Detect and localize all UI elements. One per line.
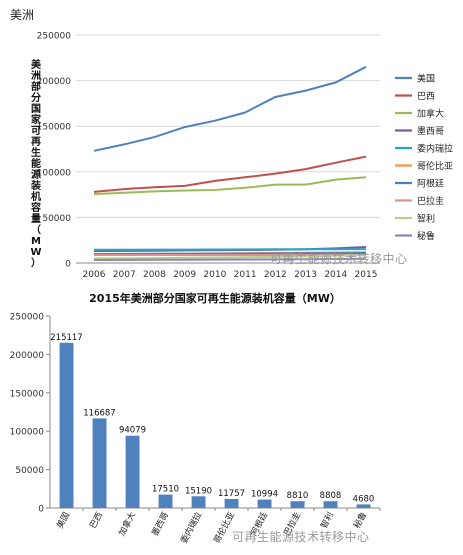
x-tick-label: 2010 <box>203 270 226 280</box>
series-line <box>93 257 367 261</box>
watermark-top: 可再生能源技术转移中心 <box>270 252 408 266</box>
y-tick-label: 200000 <box>37 77 72 87</box>
bar <box>290 501 305 508</box>
legend-label: 哥伦比亚 <box>417 160 453 172</box>
x-tick-label: 2014 <box>324 270 347 280</box>
x-tick-label: 2007 <box>113 270 136 280</box>
series-line <box>93 176 367 196</box>
series-line <box>93 254 367 260</box>
y-tick-label: 0 <box>38 505 44 515</box>
x-tick-label: 2011 <box>234 270 257 280</box>
category-label: 加拿大 <box>116 510 138 538</box>
data-label: 17510 <box>152 485 179 495</box>
bar <box>224 499 239 508</box>
y-tick-label: 250000 <box>37 32 72 42</box>
y-tick-label: 50000 <box>15 466 44 476</box>
legend-label: 巴拉圭 <box>417 195 444 207</box>
bar <box>356 504 371 508</box>
data-label: 15190 <box>185 486 212 496</box>
legend-label: 美国 <box>417 73 435 85</box>
data-label: 116687 <box>83 408 115 418</box>
legend-label: 秘鲁 <box>417 230 435 242</box>
series-line <box>93 155 367 193</box>
y-tick-label: 50000 <box>42 214 71 224</box>
series-line <box>93 252 367 256</box>
data-label: 215117 <box>50 333 82 343</box>
x-tick-label: 2013 <box>294 270 317 280</box>
legend-label: 阿根廷 <box>417 178 444 190</box>
y-tick-label: 200000 <box>10 351 45 361</box>
bar <box>191 496 206 508</box>
data-label: 10994 <box>251 490 278 500</box>
category-label: 美国 <box>54 510 72 530</box>
bar <box>59 342 74 508</box>
region-title: 美洲 <box>10 8 35 22</box>
category-label: 墨西哥 <box>150 510 171 538</box>
y-tick-label: 100000 <box>10 428 45 438</box>
bar-chart: 2015年美洲部分国家可再生能源装机容量（MW） 0 50000 100000 1500… <box>10 291 381 546</box>
y-tick-label: 100000 <box>37 168 72 178</box>
y-tick-label: 250000 <box>10 313 45 323</box>
data-label: 94079 <box>119 426 146 436</box>
y-tick-label: 150000 <box>37 123 72 133</box>
bar <box>323 501 338 508</box>
watermark-bottom: 可再生能源技术转移中心 <box>232 530 370 544</box>
data-label: 8810 <box>287 491 309 501</box>
x-tick-label: 2009 <box>173 270 196 280</box>
y-tick-label: 0 <box>65 260 71 270</box>
series-line <box>93 248 367 251</box>
bar <box>158 494 173 508</box>
line-chart: 0 50000 100000 150000 200000 250000 2006 2007 20… <box>30 32 453 281</box>
chart-title: 2015年美洲部分国家可再生能源装机容量（MW） <box>89 291 341 305</box>
x-tick-label: 2006 <box>83 270 106 280</box>
bar <box>125 435 140 508</box>
x-tick-label: 2008 <box>143 270 166 280</box>
data-label: 4680 <box>353 494 375 504</box>
data-label: 11757 <box>218 489 245 499</box>
y-axis-label: 美洲部分国家可再生能源装机容量（ M W） <box>30 58 42 269</box>
bar <box>257 499 272 508</box>
legend-label: 墨西哥 <box>417 126 444 137</box>
legend-label: 智利 <box>417 213 435 225</box>
x-tick-label: 2012 <box>264 270 287 280</box>
data-label: 8808 <box>320 491 342 501</box>
legend-label: 巴西 <box>417 91 435 102</box>
x-tick-label: 2015 <box>355 270 378 280</box>
y-tick-label: 150000 <box>10 389 45 399</box>
series-line <box>93 65 367 152</box>
category-label: 委内瑞拉 <box>178 510 204 546</box>
bar <box>92 418 107 508</box>
legend-label: 委内瑞拉 <box>417 143 453 155</box>
legend-label: 加拿大 <box>417 108 444 120</box>
category-label: 巴西 <box>88 511 105 531</box>
